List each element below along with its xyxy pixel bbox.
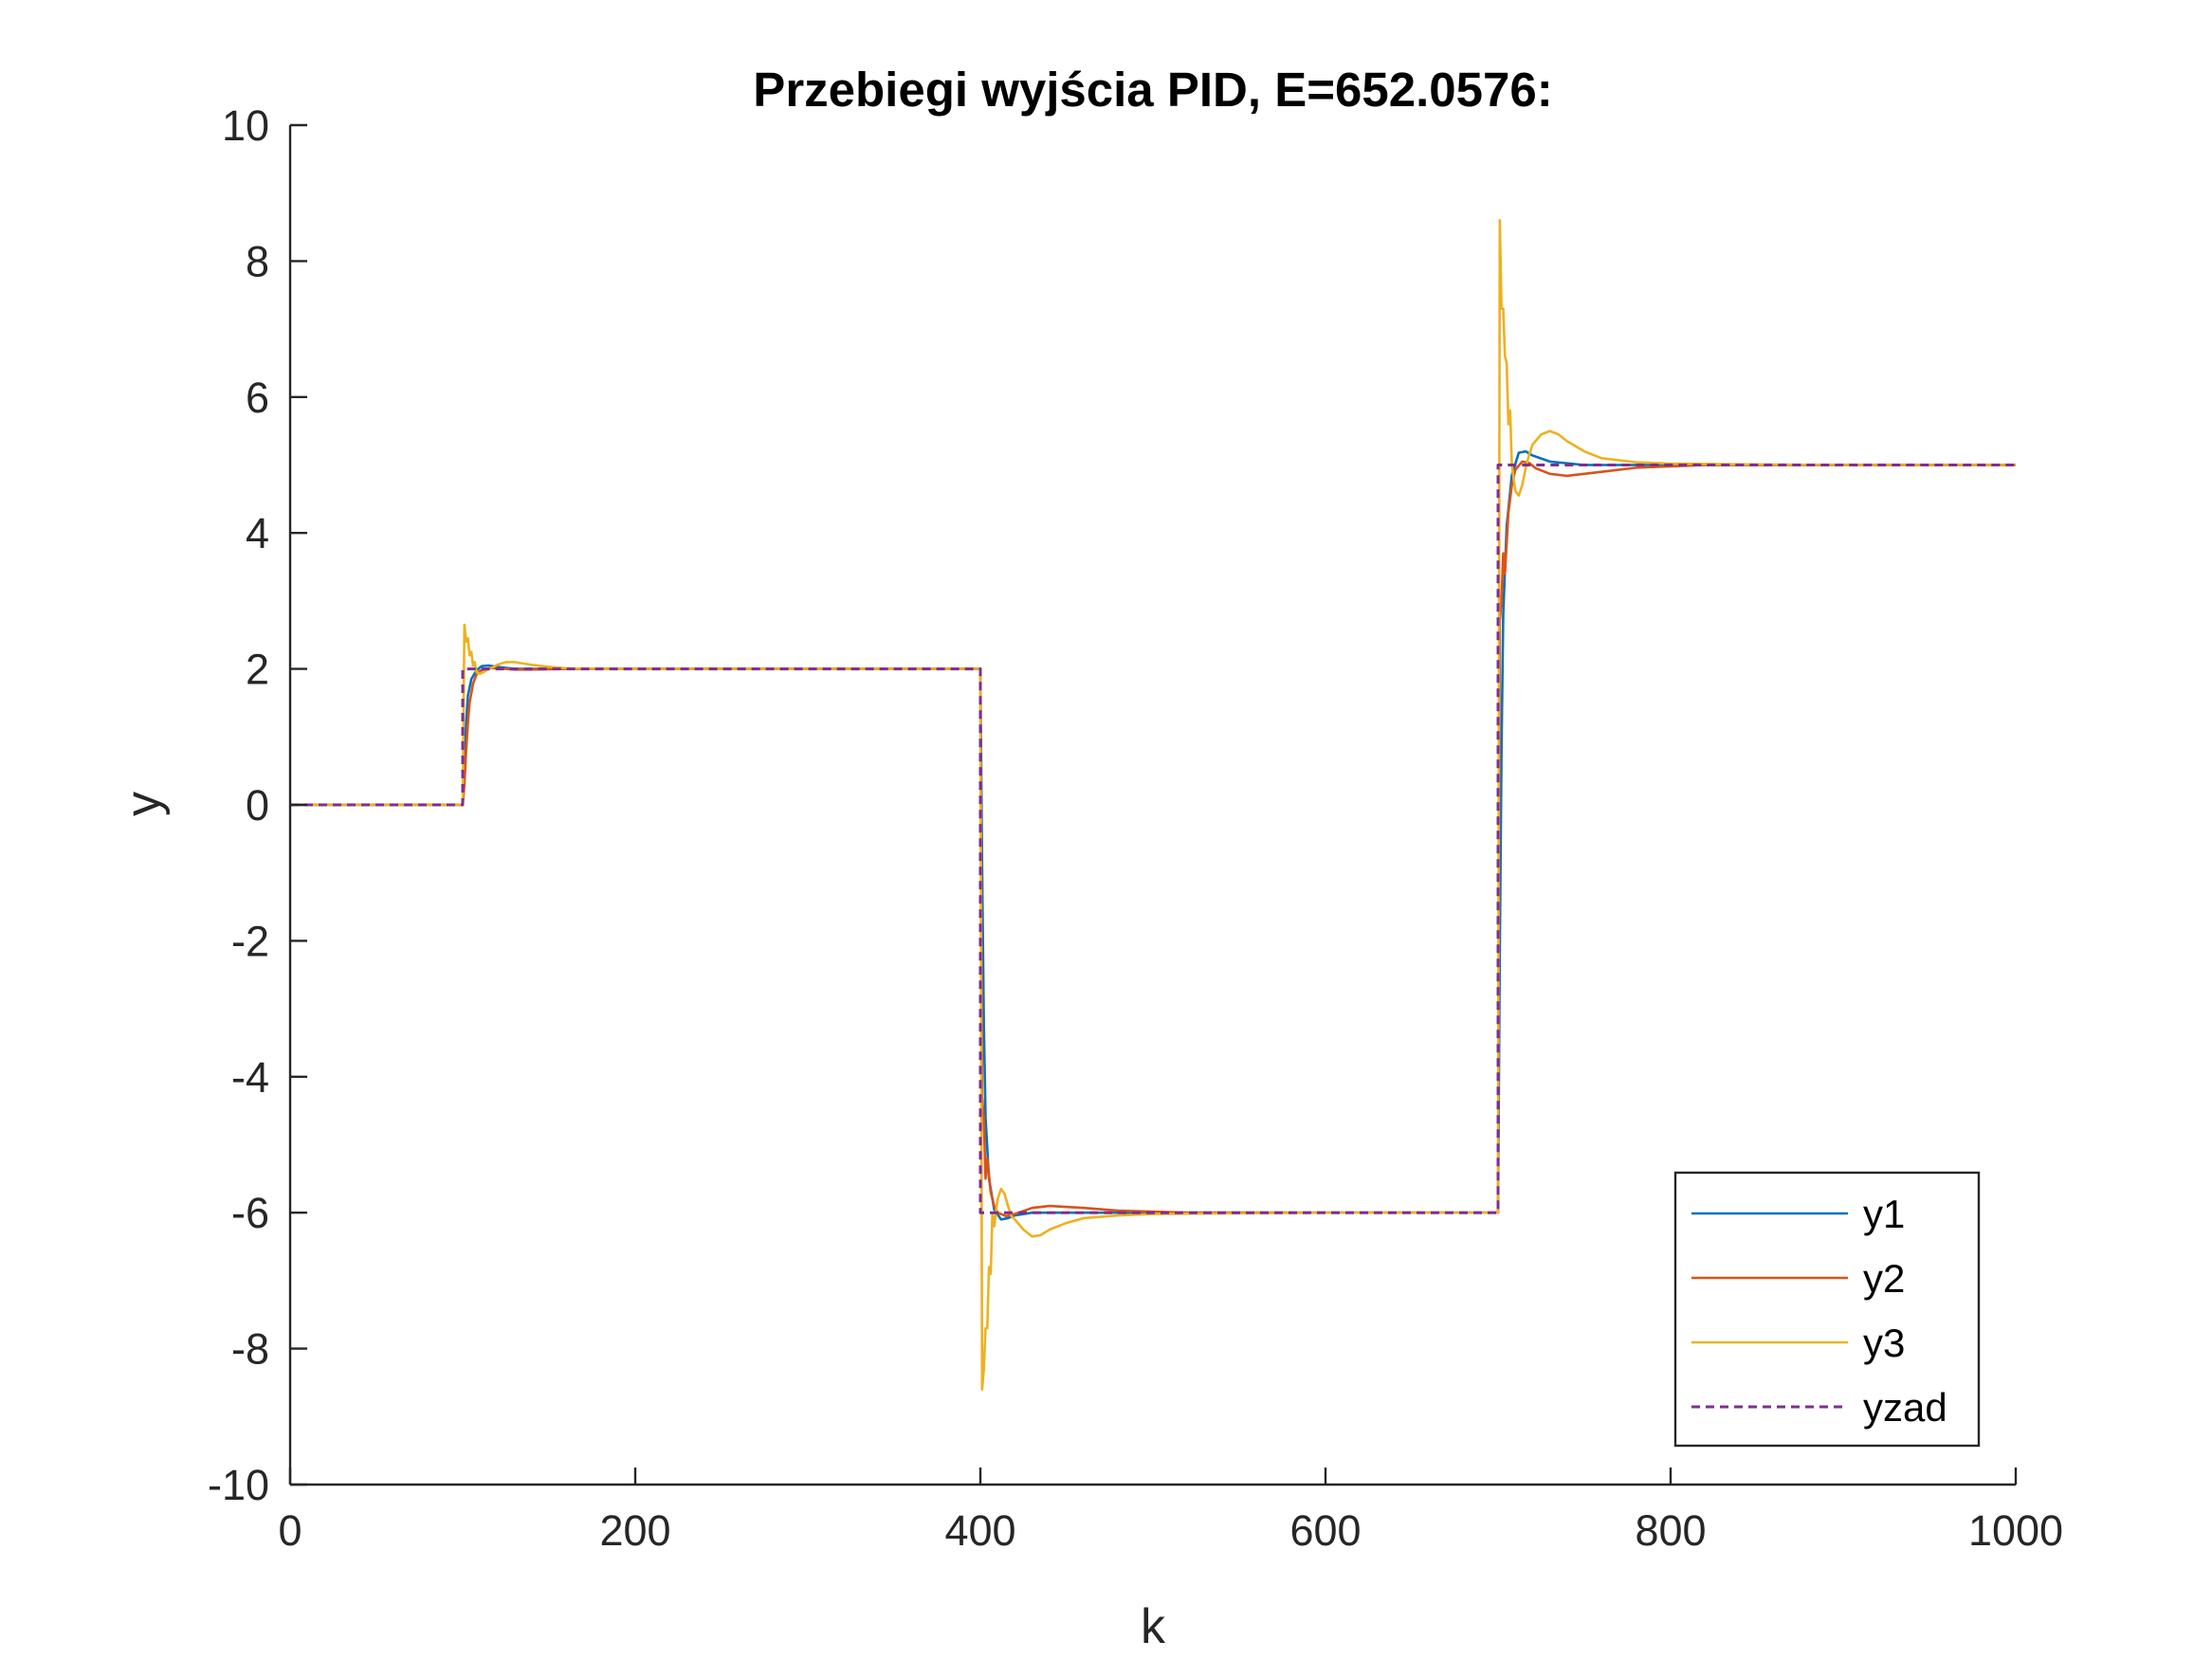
legend: y1 y2 y3 yzad: [1673, 1171, 1981, 1448]
legend-box: [1673, 1171, 1981, 1448]
y-tick-label: 0: [246, 781, 269, 830]
y-tick-label: -2: [231, 917, 269, 965]
y-tick-label: 4: [246, 509, 269, 557]
legend-label-y3: y3: [1863, 1321, 1905, 1365]
legend-label-y2: y2: [1863, 1256, 1905, 1301]
axis-ticks: 0 200 400 600 800 1000 -10 -8 -6 -4 -2 0 2 4 6 8 10: [208, 101, 2063, 1555]
legend-label-y1: y1: [1863, 1192, 1905, 1236]
series-line-yzad: [290, 464, 2016, 1214]
x-tick-label: 600: [1289, 1506, 1361, 1555]
x-tick-label: 400: [944, 1506, 1015, 1555]
x-axis-label: k: [1141, 1599, 1166, 1654]
x-tick-label: 0: [278, 1506, 302, 1555]
legend-label-yzad: yzad: [1863, 1385, 1947, 1430]
plot-lines: [290, 219, 2016, 1391]
y-tick-label: -8: [231, 1325, 269, 1374]
x-tick-label: 200: [599, 1506, 670, 1555]
y-axis-label: y: [116, 792, 171, 816]
series-line-y1: [290, 449, 2016, 1221]
y-tick-label: 8: [246, 237, 269, 285]
y-tick-label: -6: [231, 1189, 269, 1237]
y-tick-label: 6: [246, 374, 269, 422]
y-tick-label: 10: [222, 101, 269, 150]
y-tick-label: -4: [231, 1053, 269, 1102]
y-tick-label: 2: [246, 646, 269, 694]
chart-title: Przebiegi wyjścia PID, E=652.0576:: [753, 63, 1552, 117]
x-tick-label: 800: [1635, 1506, 1706, 1555]
x-tick-label: 1000: [1968, 1506, 2063, 1555]
y-tick-label: -10: [208, 1461, 269, 1509]
